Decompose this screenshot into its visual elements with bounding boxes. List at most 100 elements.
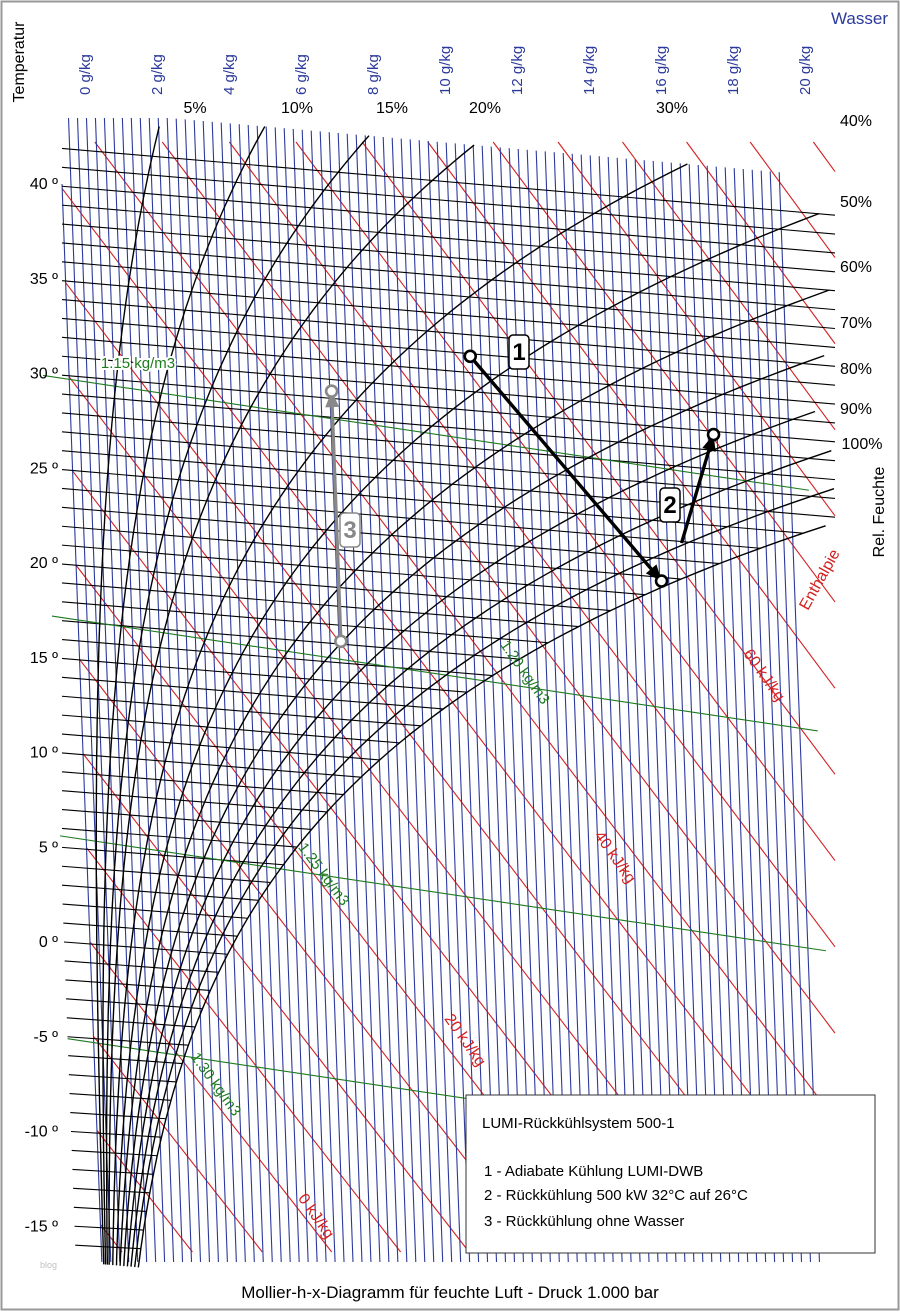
water-line [148, 117, 193, 1263]
water-tick-label: 16 g/kg [653, 46, 670, 95]
rh-curve [134, 488, 835, 1268]
water-line [85, 117, 130, 1263]
water-line [742, 168, 785, 1263]
density-line [42, 374, 809, 491]
isotherm-line [61, 695, 421, 727]
enthalpy-line [812, 141, 836, 172]
water-tick-label: 20 g/kg [797, 46, 814, 95]
rh-label: 5% [183, 100, 206, 117]
process-label: 3 [343, 517, 356, 544]
water-line [283, 128, 327, 1263]
water-line [364, 135, 408, 1263]
water-line [481, 145, 524, 1263]
rh-label: 90% [840, 401, 872, 418]
process-3-arrow-head [325, 391, 340, 408]
rh-label: 80% [840, 361, 872, 378]
water-line [499, 147, 542, 1263]
rh-curve [115, 212, 820, 1266]
temp-tick-label: 25 º [30, 460, 58, 477]
rh-label: 50% [840, 194, 872, 211]
isotherm-line [61, 299, 836, 367]
watermark: blog [40, 1260, 57, 1270]
temp-tick-label: 0 º [39, 934, 58, 951]
isotherm-line [61, 450, 836, 518]
water-tick-label: 14 g/kg [581, 46, 598, 95]
enthalpy-line [79, 659, 538, 1253]
rh-curve [102, 126, 266, 1265]
water-line [760, 170, 803, 1263]
water-line [373, 136, 417, 1263]
legend-frame [465, 1094, 876, 1254]
enthalpy-line [557, 141, 836, 517]
temp-tick-label: 20 º [30, 555, 58, 572]
rh-curve [130, 450, 832, 1267]
water-line [661, 161, 704, 1263]
rh-label: 40% [840, 113, 872, 130]
water-line [139, 117, 184, 1263]
water-line [193, 120, 237, 1263]
enthalpy-line [295, 141, 836, 861]
water-line [103, 117, 148, 1263]
isotherm-line [61, 317, 836, 386]
water-line [265, 126, 309, 1263]
rh-label: 15% [376, 100, 408, 117]
legend-item: 1 - Adiabate Kühlung LUMI-DWB [484, 1163, 703, 1180]
temp-tick-label: 35 º [30, 271, 58, 288]
temp-tick-label: 10 º [30, 745, 58, 762]
isotherm-line [61, 147, 836, 216]
water-line [616, 157, 659, 1263]
rh-curve [105, 135, 370, 1265]
isotherm-line [61, 790, 327, 813]
water-tick-label: 12 g/kg [509, 46, 526, 95]
isotherm-line [61, 242, 836, 311]
water-line [733, 168, 776, 1263]
water-line [274, 127, 318, 1263]
water-tick-label: 2 g/kg [149, 54, 166, 95]
isotherm-line [61, 412, 836, 481]
water-line [94, 117, 139, 1263]
process-label-box [659, 487, 681, 523]
water-line [175, 118, 219, 1263]
process-label-box [508, 334, 530, 370]
isotherm-line [61, 355, 836, 424]
water-line [319, 131, 363, 1263]
rh-curve [95, 126, 160, 1265]
isotherm-line [61, 166, 836, 235]
density-line [51, 615, 818, 732]
isotherm-line [61, 846, 284, 866]
water-line [463, 144, 507, 1263]
rh-curve [112, 163, 688, 1266]
legend-item: 3 - Rückkühlung ohne Wasser [484, 1213, 684, 1230]
isotherm-line [70, 1112, 167, 1120]
water-line [571, 153, 614, 1263]
water-tick-label: 4 g/kg [221, 54, 238, 95]
process-1-arrow [468, 355, 663, 583]
density-line [59, 835, 826, 952]
isotherm-line [61, 620, 520, 660]
water-line [769, 171, 812, 1263]
isotherm-line [67, 1036, 189, 1046]
water-tick-label: 6 g/kg [293, 54, 310, 95]
water-line [472, 144, 516, 1263]
water-line [400, 138, 444, 1263]
water-line [418, 140, 462, 1263]
isotherm-line [61, 374, 836, 443]
water-line [625, 158, 668, 1263]
water-line [697, 164, 740, 1263]
water-line [184, 119, 228, 1263]
isotherm-line [61, 676, 444, 710]
rh-label: 20% [469, 100, 501, 117]
temp-tick-label: 15 º [30, 650, 58, 667]
rh-curve [108, 144, 475, 1265]
isotherm-line [61, 582, 579, 628]
water-line [166, 117, 211, 1263]
isotherm-line [66, 1017, 196, 1028]
temp-tick-label: -5 º [33, 1029, 58, 1046]
water-line [346, 133, 390, 1263]
water-line [643, 160, 686, 1263]
isotherm-line [61, 657, 468, 693]
water-line [130, 117, 175, 1263]
process-point [463, 349, 478, 364]
water-line [562, 152, 605, 1263]
temp-tick-label: 5 º [39, 839, 58, 856]
